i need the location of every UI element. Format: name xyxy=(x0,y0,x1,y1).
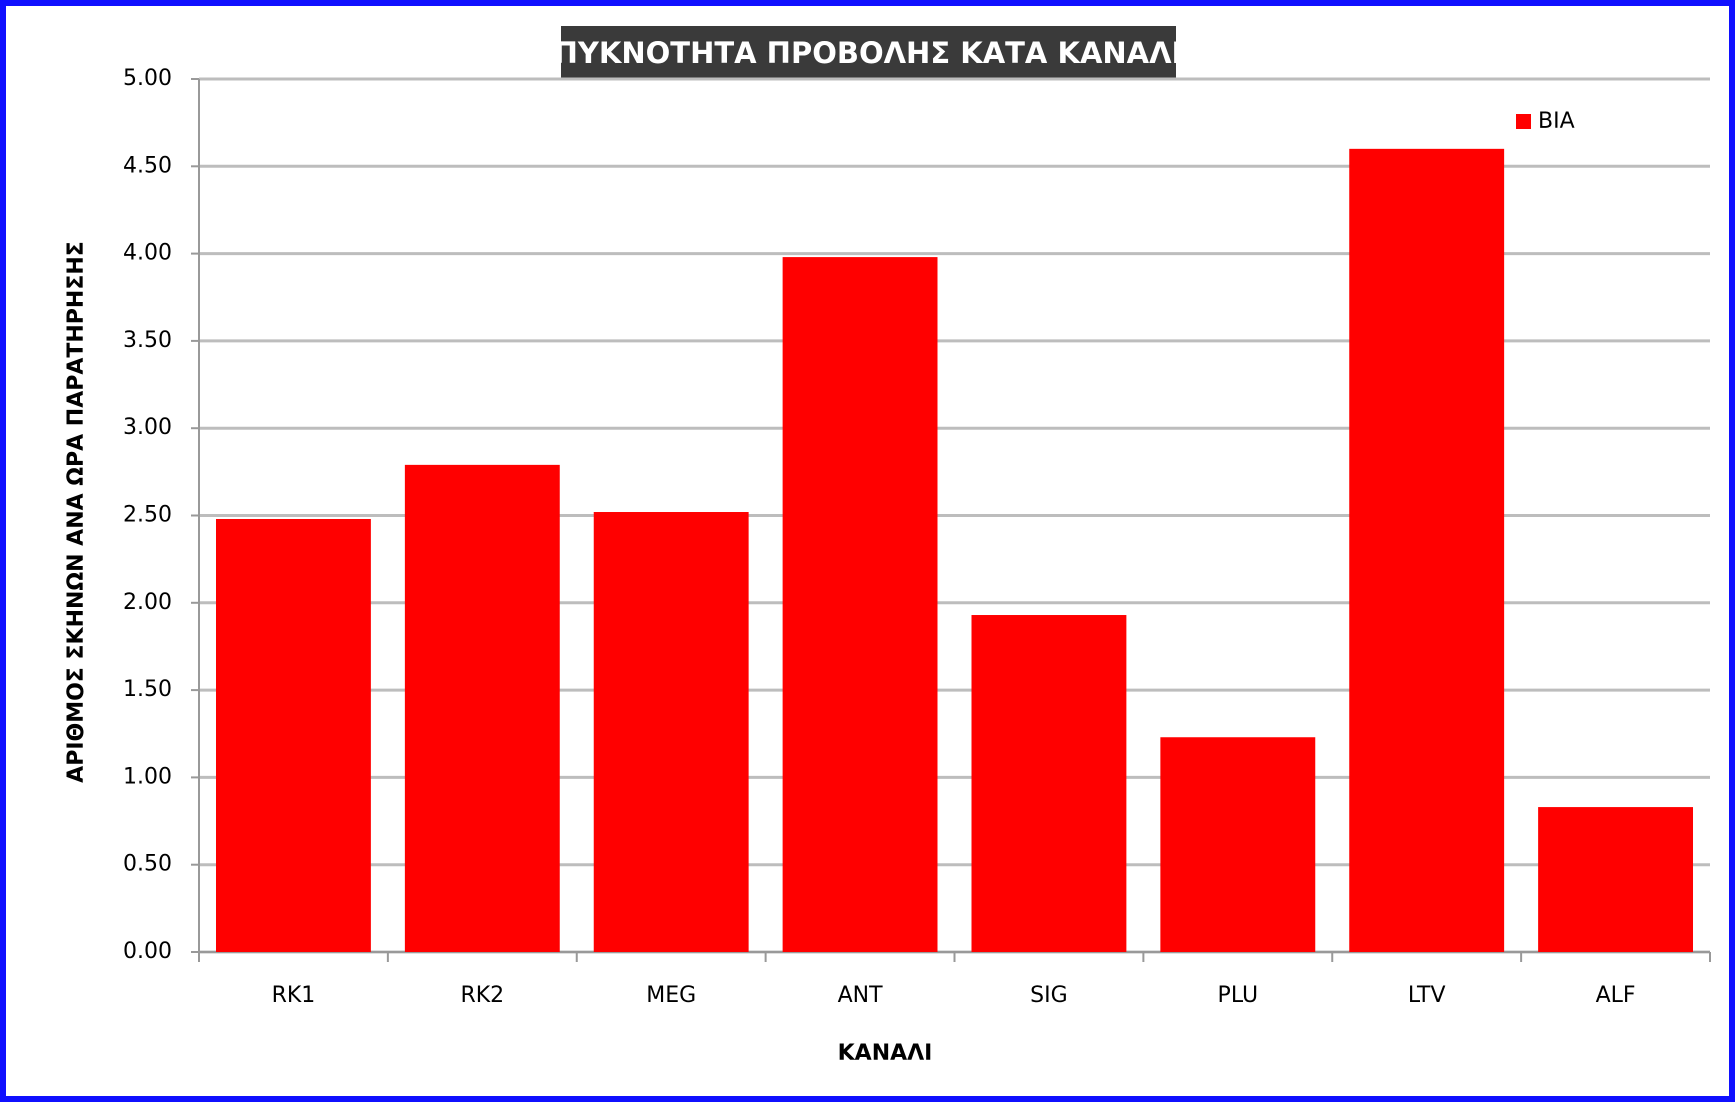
y-tick-label: 2.00 xyxy=(123,590,172,615)
x-tick-label: MEG xyxy=(646,983,696,1008)
bar xyxy=(1160,737,1316,952)
x-tick-label: LTV xyxy=(1408,983,1446,1008)
x-tick-label: SIG xyxy=(1030,983,1068,1008)
x-tick-label: RK1 xyxy=(272,983,316,1008)
x-tick-label: ALF xyxy=(1596,983,1636,1008)
y-tick-label: 2.50 xyxy=(123,503,172,528)
x-axis-label: ΚΑΝΑΛΙ xyxy=(838,1041,933,1066)
bar xyxy=(971,615,1127,952)
bar xyxy=(215,518,371,952)
y-axis-label: ΑΡΙΘΜΟΣ ΣΚΗΝΩΝ ΑΝΑ ΩΡΑ ΠΑΡΑΤΗΡΗΣΗΣ xyxy=(64,241,89,783)
x-tick-label: ANT xyxy=(838,983,884,1008)
y-tick-label: 1.00 xyxy=(123,764,172,789)
y-tick-label: 1.50 xyxy=(123,677,172,702)
y-tick-label: 5.00 xyxy=(123,66,172,91)
bar xyxy=(782,257,938,952)
x-tick-label: RK2 xyxy=(460,983,504,1008)
y-tick-label: 3.50 xyxy=(123,328,172,353)
title-box xyxy=(561,26,1176,80)
y-tick-label: 4.50 xyxy=(123,153,172,178)
bar xyxy=(1538,807,1694,952)
y-tick-label: 0.00 xyxy=(123,939,172,964)
y-tick-label: 0.50 xyxy=(123,852,172,877)
y-tick-label: 4.00 xyxy=(123,241,172,266)
y-tick-label: 3.00 xyxy=(123,415,172,440)
chart-title: ΠΥΚΝΟΤΗΤΑ ΠΡΟΒΟΛΗΣ ΚΑΤΑ ΚΑΝΑΛΙ xyxy=(554,36,1183,70)
bar xyxy=(404,464,560,952)
bar xyxy=(593,512,749,952)
legend-label: ΒΙΑ xyxy=(1538,109,1575,134)
x-tick-label: PLU xyxy=(1218,983,1259,1008)
legend-swatch xyxy=(1516,114,1531,129)
bar xyxy=(1349,148,1505,953)
